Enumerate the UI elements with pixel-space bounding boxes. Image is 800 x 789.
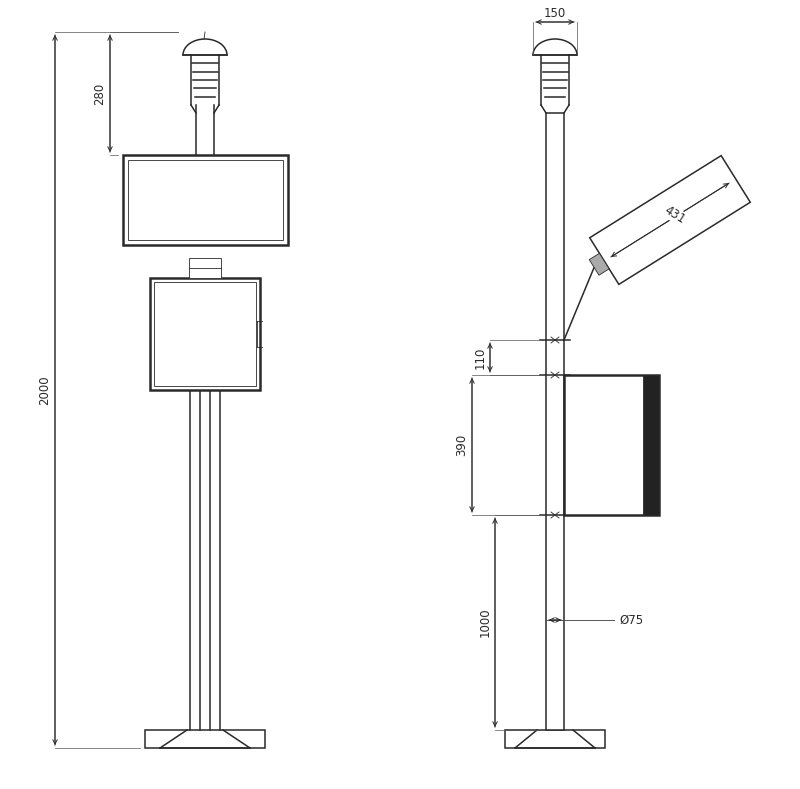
Polygon shape bbox=[590, 253, 609, 275]
Bar bbox=[564, 375, 659, 515]
Bar bbox=[643, 375, 659, 515]
Bar bbox=[546, 113, 564, 730]
Text: 431: 431 bbox=[662, 204, 688, 226]
Bar bbox=[189, 258, 221, 278]
Text: 110: 110 bbox=[474, 346, 486, 368]
Bar bbox=[505, 730, 605, 748]
Bar bbox=[154, 282, 256, 386]
Bar bbox=[127, 160, 282, 240]
Text: 280: 280 bbox=[94, 82, 106, 105]
Text: 2000: 2000 bbox=[38, 376, 51, 405]
Bar bbox=[150, 278, 260, 390]
Text: 390: 390 bbox=[455, 434, 469, 456]
Text: 150: 150 bbox=[544, 6, 566, 20]
Text: 1000: 1000 bbox=[478, 608, 491, 638]
Bar bbox=[122, 155, 287, 245]
Polygon shape bbox=[590, 155, 750, 284]
Text: Ø75: Ø75 bbox=[619, 614, 643, 626]
Bar bbox=[145, 730, 265, 748]
